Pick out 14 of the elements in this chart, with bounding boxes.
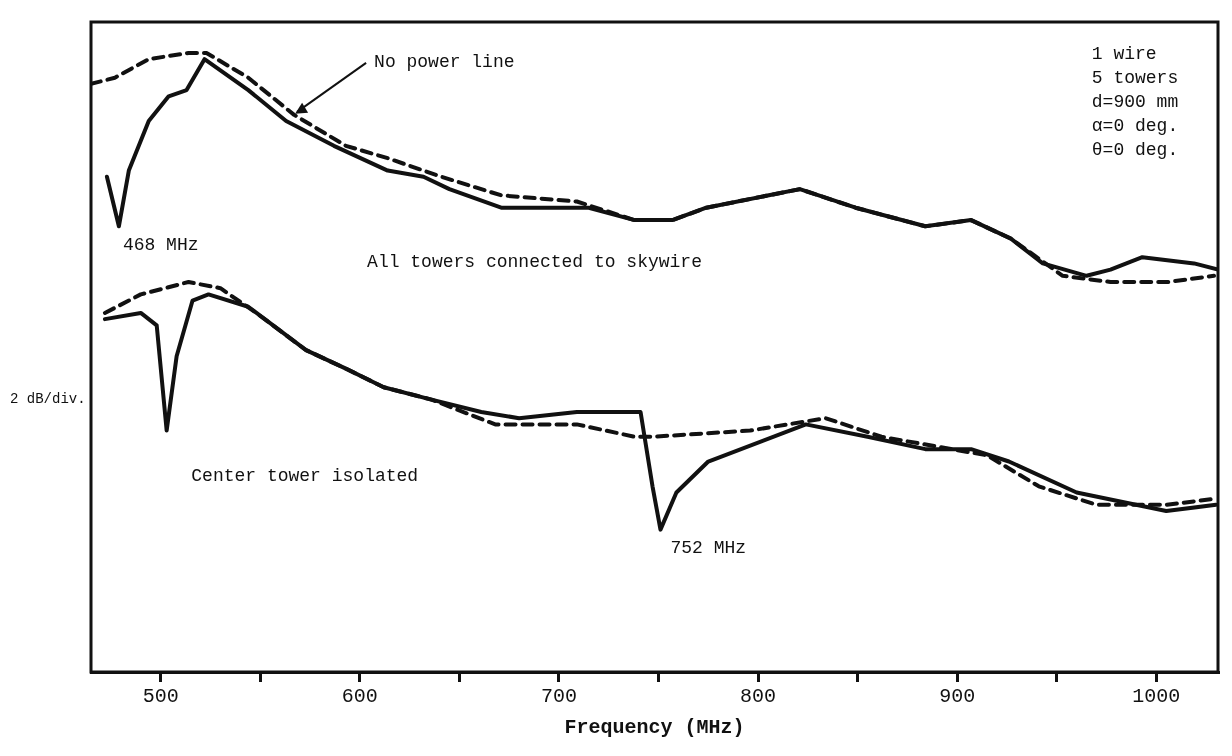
y-axis-title: 2 dB/div.	[10, 390, 86, 407]
annotation: 1 wire 5 towers d=900 mm α=0 deg. θ=0 deg.	[1091, 43, 1179, 160]
x-axis-title: Frequency (MHz)	[564, 716, 745, 740]
annotation: No power line	[374, 51, 515, 72]
x-tick-label: 500	[142, 685, 179, 709]
annotation: 752 MHz	[670, 538, 747, 559]
x-tick-label: 700	[540, 685, 577, 709]
annotation: Center tower isolated	[191, 466, 419, 487]
annotation: All towers connected to skywire	[367, 251, 702, 272]
x-tick-label: 600	[341, 685, 378, 709]
x-tick-label: 1000	[1132, 685, 1181, 709]
x-tick-label: 800	[740, 685, 777, 709]
x-tick-label: 900	[939, 685, 976, 709]
annotation: 468 MHz	[122, 235, 199, 256]
